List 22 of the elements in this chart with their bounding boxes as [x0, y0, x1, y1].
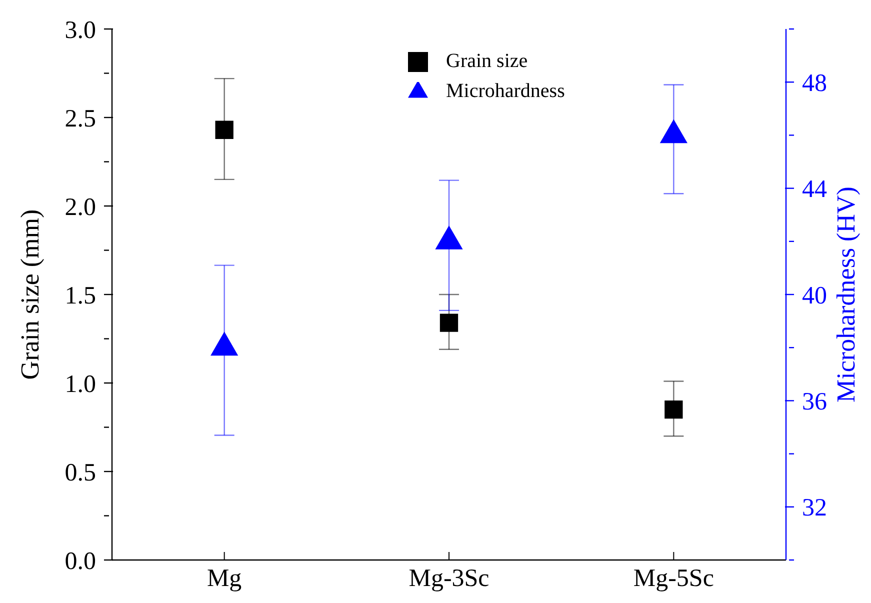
y2-tick-label: 40 [802, 282, 827, 310]
y-tick-label: 1.5 [64, 282, 96, 310]
y-tick-label: 3.0 [64, 16, 96, 44]
y-tick-label: 0.5 [64, 459, 96, 486]
x-tick-label: Mg-3Sc [408, 564, 490, 592]
y-tick-label: 2.0 [64, 194, 96, 221]
y2-tick-label: 32 [802, 494, 827, 522]
point [664, 400, 683, 419]
y2-axis-title: Microhardness (HV) [832, 186, 860, 402]
y-axis-title: Grain size (mm) [16, 209, 44, 380]
x-tick-label: Mg-5Sc [633, 564, 714, 592]
legend-label: Grain size [446, 50, 528, 72]
point [440, 314, 458, 332]
y2-tick-label: 44 [802, 176, 828, 204]
y-tick-label: 0.0 [64, 548, 96, 575]
y2-tick-label: 36 [802, 388, 827, 416]
x-tick-label: Mg [206, 564, 242, 592]
y-tick-label: 1.0 [64, 370, 96, 398]
y-tick-label: 2.5 [64, 105, 96, 132]
point [215, 120, 234, 139]
y2-tick-label: 48 [802, 70, 827, 97]
legend-label: Microhardness [446, 80, 565, 102]
